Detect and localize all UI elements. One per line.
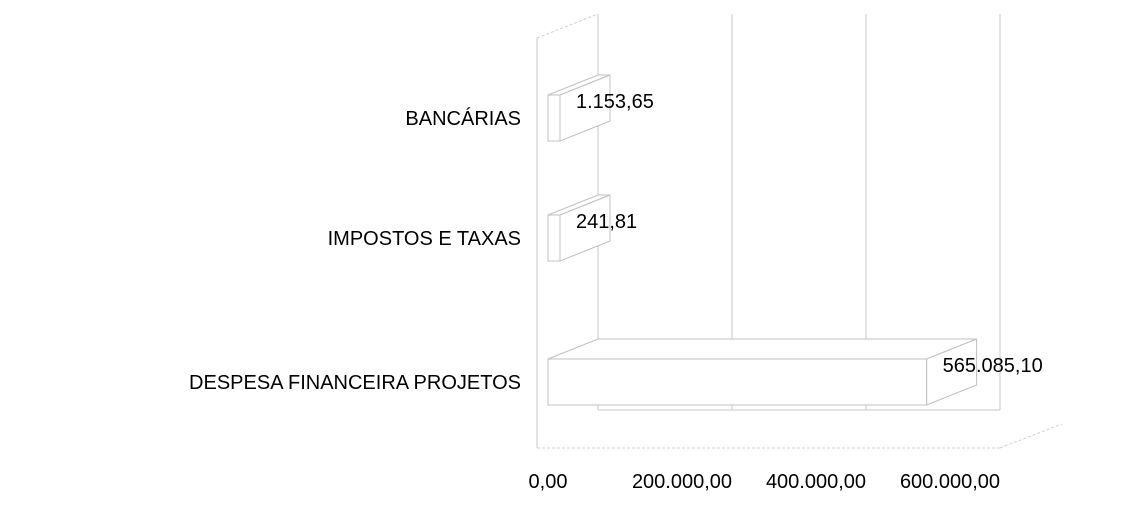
- category-label: BANCÁRIAS: [405, 107, 521, 130]
- value-labels: 1.153,65 241,81 565.085,10: [576, 91, 1043, 377]
- data-label: 565.085,10: [943, 355, 1043, 377]
- floor-right-edge: [999, 423, 1063, 449]
- bar-2-top-face: [547, 338, 977, 360]
- category-label: DESPESA FINANCEIRA PROJETOS: [189, 372, 521, 394]
- bar-0-front-face: [547, 94, 561, 142]
- x-axis-tick-labels: 0,00 200.000,00 400.000,00 600.000,00: [529, 471, 1001, 493]
- bar-1-front-face: [547, 214, 561, 262]
- x-tick-label: 0,00: [529, 471, 568, 493]
- category-labels: BANCÁRIAS IMPOSTOS E TAXAS DESPESA FINANCE…: [189, 107, 521, 394]
- category-label: IMPOSTOS E TAXAS: [328, 228, 521, 250]
- bar-1: [547, 194, 611, 262]
- bar-2: [547, 338, 978, 406]
- x-tick-label: 600.000,00: [900, 471, 1000, 493]
- data-label: 1.153,65: [576, 91, 654, 113]
- bars: [547, 74, 978, 406]
- bar-2-front-face: [547, 358, 928, 406]
- data-label: 241,81: [576, 211, 637, 233]
- x-tick-label: 400.000,00: [766, 471, 866, 493]
- x-tick-label: 200.000,00: [632, 471, 732, 493]
- bar-0: [547, 74, 611, 142]
- back-wall-top-edge: [536, 13, 599, 39]
